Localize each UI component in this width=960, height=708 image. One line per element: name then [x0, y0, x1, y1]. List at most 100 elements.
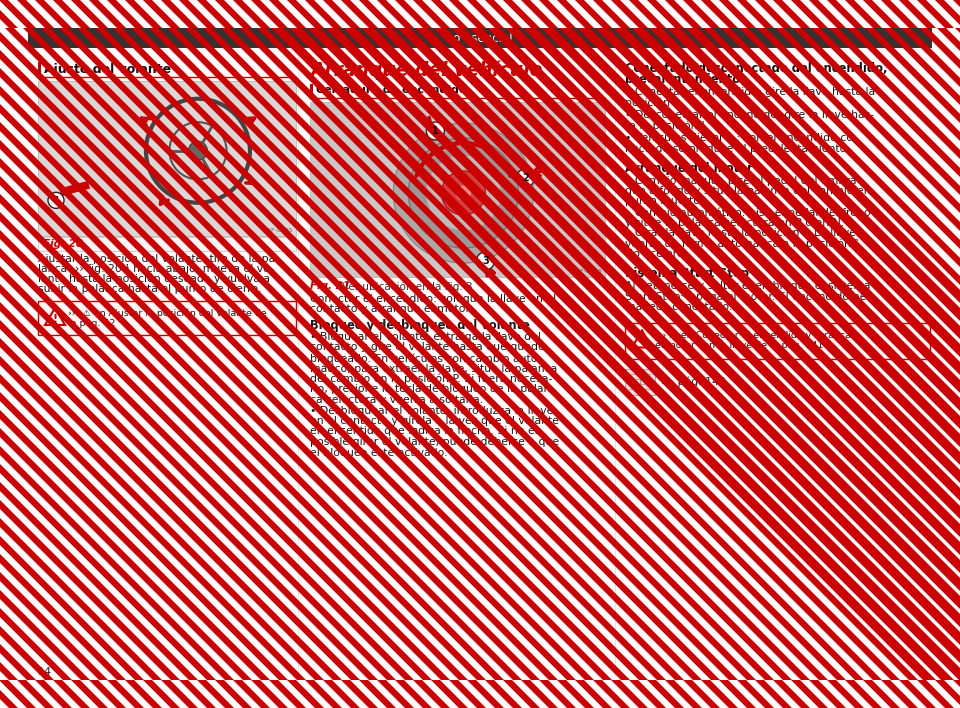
Polygon shape: [215, 680, 252, 708]
Text: Fig. 21: Fig. 21: [310, 281, 350, 291]
Polygon shape: [0, 28, 306, 680]
Polygon shape: [665, 0, 702, 28]
Polygon shape: [41, 28, 702, 680]
Polygon shape: [0, 28, 342, 680]
Polygon shape: [737, 0, 774, 28]
Polygon shape: [45, 308, 65, 325]
Polygon shape: [647, 0, 684, 28]
Polygon shape: [161, 0, 198, 28]
Polygon shape: [89, 0, 126, 28]
Polygon shape: [341, 0, 378, 28]
Polygon shape: [323, 0, 360, 28]
Polygon shape: [379, 28, 960, 680]
Text: Conectado/desconectado del encendido,: Conectado/desconectado del encendido,: [625, 62, 887, 75]
Polygon shape: [649, 28, 960, 680]
Polygon shape: [395, 0, 432, 28]
Text: 3: 3: [482, 256, 489, 266]
Text: • Girar la llave hasta la posición ³. La llave: • Girar la llave hasta la posición ³. La…: [625, 228, 856, 239]
Polygon shape: [271, 28, 932, 680]
Polygon shape: [233, 0, 270, 28]
Polygon shape: [617, 28, 960, 680]
Text: !: !: [53, 314, 58, 324]
Polygon shape: [149, 28, 810, 680]
Polygon shape: [59, 28, 720, 680]
Polygon shape: [275, 28, 936, 680]
Polygon shape: [269, 680, 306, 708]
Text: • Bloquear el volante: extraiga la llave del: • Bloquear el volante: extraiga la llave…: [310, 332, 540, 342]
Text: subir la palanca hasta el punto de cierre.: subir la palanca hasta el punto de cierr…: [38, 285, 261, 295]
Polygon shape: [541, 28, 960, 680]
Polygon shape: [0, 28, 432, 680]
Circle shape: [408, 138, 518, 248]
Polygon shape: [0, 28, 54, 680]
Polygon shape: [847, 28, 960, 680]
Polygon shape: [451, 28, 960, 680]
Polygon shape: [899, 0, 936, 28]
Circle shape: [394, 123, 534, 263]
Polygon shape: [755, 0, 792, 28]
Polygon shape: [703, 28, 960, 680]
Polygon shape: [919, 28, 960, 680]
Polygon shape: [197, 0, 234, 28]
Bar: [310, 102, 605, 277]
Polygon shape: [0, 28, 36, 680]
Text: del cambio en la posición P. Si fuera necesa-: del cambio en la posición P. Si fuera ne…: [310, 374, 552, 384]
Polygon shape: [215, 0, 252, 28]
Circle shape: [442, 171, 486, 215]
Polygon shape: [827, 0, 864, 28]
Text: Ver ubicación en la Fig. 3: Ver ubicación en la Fig. 3: [342, 281, 472, 292]
Polygon shape: [0, 28, 216, 680]
Polygon shape: [632, 331, 652, 348]
Polygon shape: [599, 28, 960, 680]
Polygon shape: [0, 28, 72, 680]
Polygon shape: [811, 28, 960, 680]
Polygon shape: [793, 28, 960, 680]
Text: lante hasta la posición deseada y vuelva a: lante hasta la posición deseada y vuelva…: [38, 274, 270, 285]
Circle shape: [516, 169, 535, 187]
Polygon shape: [323, 680, 360, 708]
Text: contacto y arranque el motor.: contacto y arranque el motor.: [310, 304, 472, 314]
Polygon shape: [311, 28, 960, 680]
Text: Cerradura de encendido: Cerradura de encendido: [316, 85, 467, 95]
Text: • Conectar el encendido: gire la llave hasta la: • Conectar el encendido: gire la llave h…: [625, 87, 876, 97]
Polygon shape: [5, 28, 666, 680]
Polygon shape: [251, 680, 288, 708]
Circle shape: [48, 193, 64, 208]
Polygon shape: [935, 680, 960, 708]
Polygon shape: [899, 680, 936, 708]
Polygon shape: [343, 28, 960, 680]
Polygon shape: [545, 28, 960, 680]
Polygon shape: [937, 28, 960, 680]
Text: 1: 1: [53, 196, 60, 205]
Polygon shape: [0, 28, 540, 680]
Polygon shape: [0, 28, 612, 680]
Polygon shape: [901, 28, 960, 680]
Text: ta la posición ¹.: ta la posición ¹.: [625, 120, 708, 131]
Polygon shape: [305, 680, 342, 708]
Circle shape: [455, 185, 471, 201]
Polygon shape: [0, 28, 648, 680]
Bar: [38, 81, 296, 236]
Polygon shape: [179, 0, 216, 28]
Polygon shape: [845, 0, 882, 28]
Text: bloqueado. En vehículos con cambio auto-: bloqueado. En vehículos con cambio auto-: [310, 353, 541, 363]
Polygon shape: [449, 0, 486, 28]
Polygon shape: [503, 0, 540, 28]
Text: 2: 2: [522, 173, 529, 183]
Polygon shape: [221, 28, 882, 680]
Circle shape: [425, 155, 501, 231]
Text: • Cambio automático: pise el pedal del freno: • Cambio automático: pise el pedal del f…: [625, 207, 871, 217]
Polygon shape: [53, 680, 90, 708]
Polygon shape: [917, 0, 954, 28]
Polygon shape: [653, 28, 960, 680]
Circle shape: [426, 122, 444, 140]
Polygon shape: [559, 28, 960, 680]
Bar: [932, 28, 960, 680]
Polygon shape: [269, 0, 306, 28]
Polygon shape: [359, 0, 396, 28]
Text: gue a fondo y sitúe la palanca del cambio en: gue a fondo y sitúe la palanca del cambi…: [625, 186, 871, 197]
Polygon shape: [95, 28, 756, 680]
Polygon shape: [0, 28, 360, 680]
Text: Ajuste del volante: Ajuste del volante: [44, 62, 171, 76]
Polygon shape: [307, 28, 960, 680]
